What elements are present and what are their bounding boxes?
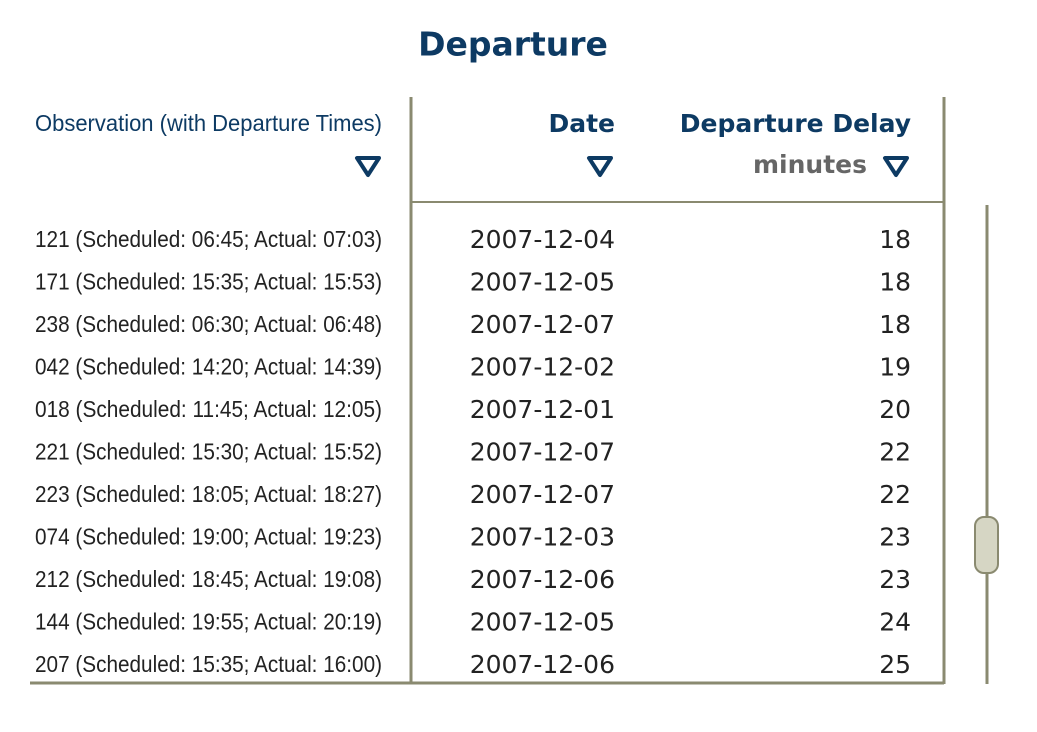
observation-cell: 121 (Scheduled: 06:45; Actual: 07:03) bbox=[35, 226, 382, 252]
sort-arrow[interactable] bbox=[883, 156, 909, 177]
unit-label: minutes bbox=[753, 150, 867, 179]
sort-arrow[interactable] bbox=[355, 156, 381, 177]
observation-cell: 144 (Scheduled: 19:55; Actual: 20:19) bbox=[35, 609, 382, 635]
date-cell: 2007-12-05 bbox=[470, 608, 615, 637]
delay-cell: 22 bbox=[879, 438, 911, 467]
observation-cell: 212 (Scheduled: 18:45; Actual: 19:08) bbox=[35, 566, 382, 592]
observation-cell: 221 (Scheduled: 15:30; Actual: 15:52) bbox=[35, 439, 382, 465]
date-cell: 2007-12-02 bbox=[470, 353, 615, 382]
date-cell: 2007-12-06 bbox=[470, 650, 615, 679]
delay-cell: 24 bbox=[879, 608, 911, 637]
delay-cell: 18 bbox=[879, 225, 911, 254]
delay-cell: 25 bbox=[879, 650, 911, 679]
observation-cell: 042 (Scheduled: 14:20; Actual: 14:39) bbox=[35, 354, 382, 380]
rows: 121 (Scheduled: 06:45; Actual: 07:03) 200… bbox=[35, 225, 911, 679]
delay-cell: 20 bbox=[879, 395, 911, 424]
delay-cell: 23 bbox=[879, 565, 911, 594]
delay-cell: 18 bbox=[879, 268, 911, 297]
column-header[interactable]: Observation (with Departure Times) bbox=[35, 110, 382, 136]
observation-cell: 074 (Scheduled: 19:00; Actual: 19:23) bbox=[35, 524, 382, 550]
date-cell: 2007-12-04 bbox=[470, 225, 615, 254]
delay-cell: 18 bbox=[879, 310, 911, 339]
column-header[interactable]: Date bbox=[548, 109, 615, 138]
observation-cell: 171 (Scheduled: 15:35; Actual: 15:53) bbox=[35, 269, 382, 295]
scroll-thumb[interactable] bbox=[974, 516, 999, 574]
observation-cell: 207 (Scheduled: 15:35; Actual: 16:00) bbox=[35, 651, 382, 677]
delay-cell: 19 bbox=[879, 353, 911, 382]
column-header[interactable]: Departure Delay bbox=[680, 109, 911, 138]
date-cell: 2007-12-07 bbox=[470, 310, 615, 339]
sort-arrow[interactable] bbox=[587, 156, 613, 177]
date-cell: 2007-12-03 bbox=[470, 523, 615, 552]
observation-cell: 238 (Scheduled: 06:30; Actual: 06:48) bbox=[35, 311, 382, 337]
delay-cell: 22 bbox=[879, 480, 911, 509]
date-cell: 2007-12-05 bbox=[470, 268, 615, 297]
delay-cell: 23 bbox=[879, 523, 911, 552]
observation-cell: 223 (Scheduled: 18:05; Actual: 18:27) bbox=[35, 481, 382, 507]
date-cell: 2007-12-07 bbox=[470, 438, 615, 467]
observation-cell: 018 (Scheduled: 11:45; Actual: 12:05) bbox=[35, 396, 382, 422]
date-cell: 2007-12-01 bbox=[470, 395, 615, 424]
title: Departure bbox=[418, 25, 608, 64]
date-cell: 2007-12-07 bbox=[470, 480, 615, 509]
date-cell: 2007-12-06 bbox=[470, 565, 615, 594]
